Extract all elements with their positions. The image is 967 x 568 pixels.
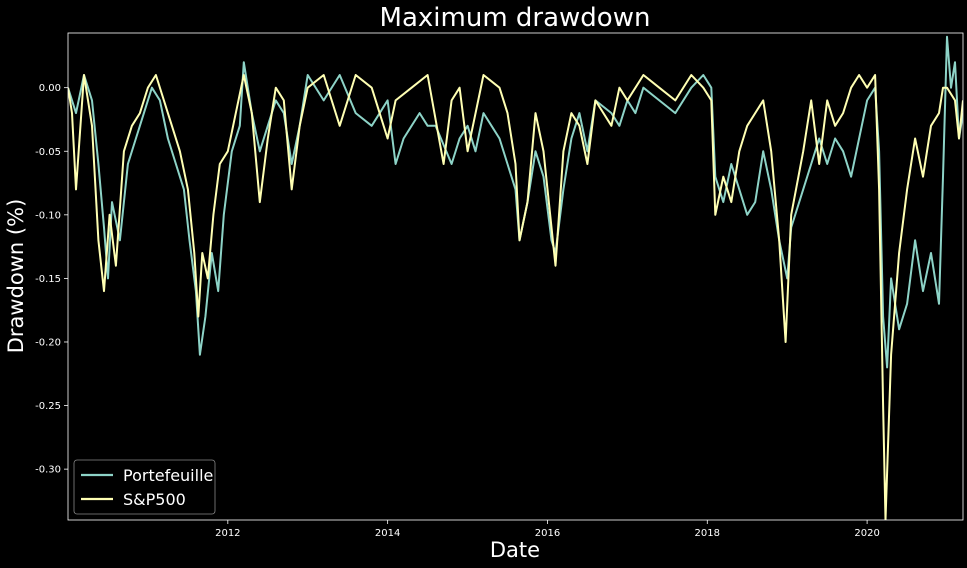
x-axis-label: Date [490,538,540,562]
x-tick-label: 2018 [695,528,720,539]
y-tick-label: -0.10 [35,210,61,221]
y-tick-label: -0.15 [35,274,61,285]
y-tick-label: 0.00 [39,83,61,94]
x-tick-label: 2014 [375,528,400,539]
legend-label-sp500: S&P500 [123,490,186,509]
y-axis-label: Drawdown (%) [4,199,28,354]
legend-label-portefeuille: Portefeuille [123,466,213,485]
x-tick-label: 2020 [854,528,879,539]
y-tick-label: -0.30 [35,465,61,476]
legend: Portefeuille S&P500 [73,459,216,515]
y-tick-label: -0.25 [35,401,61,412]
plot-frame [67,32,964,521]
x-tick-label: 2012 [215,528,240,539]
y-tick-label: -0.20 [35,337,61,348]
y-tick-label: -0.05 [35,147,61,158]
series-line-s-p500 [68,74,963,520]
chart-title: Maximum drawdown [380,3,651,33]
x-tick-label: 2016 [535,528,560,539]
y-axis: 0.00 -0.05 -0.10 -0.15 -0.20 -0.25 -0.30 [35,83,68,476]
legend-box [73,459,216,515]
x-axis: 2012 2014 2016 2018 2020 [215,520,880,539]
